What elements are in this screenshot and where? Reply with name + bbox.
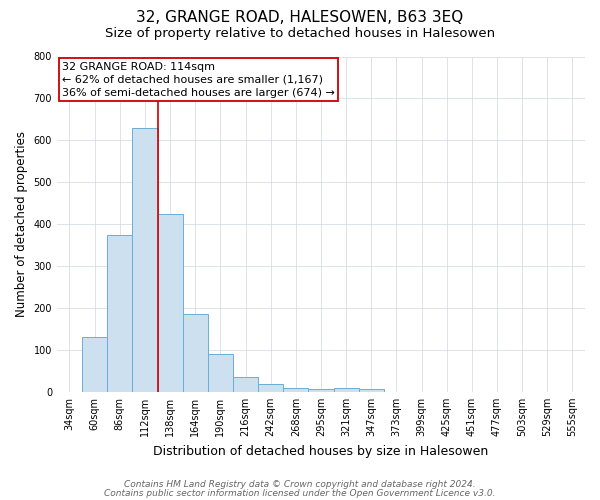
- Bar: [283, 388, 308, 392]
- Bar: [334, 388, 359, 392]
- Bar: [233, 377, 258, 392]
- Bar: [82, 338, 107, 392]
- Y-axis label: Number of detached properties: Number of detached properties: [15, 131, 28, 317]
- Bar: [258, 384, 283, 392]
- Bar: [182, 314, 208, 392]
- Bar: [107, 234, 133, 392]
- Text: 32 GRANGE ROAD: 114sqm
← 62% of detached houses are smaller (1,167)
36% of semi-: 32 GRANGE ROAD: 114sqm ← 62% of detached…: [62, 62, 335, 98]
- Bar: [208, 354, 233, 392]
- Bar: [359, 389, 384, 392]
- Text: 32, GRANGE ROAD, HALESOWEN, B63 3EQ: 32, GRANGE ROAD, HALESOWEN, B63 3EQ: [136, 10, 464, 25]
- Text: Contains public sector information licensed under the Open Government Licence v3: Contains public sector information licen…: [104, 488, 496, 498]
- Text: Size of property relative to detached houses in Halesowen: Size of property relative to detached ho…: [105, 28, 495, 40]
- Bar: [133, 128, 158, 392]
- Text: Contains HM Land Registry data © Crown copyright and database right 2024.: Contains HM Land Registry data © Crown c…: [124, 480, 476, 489]
- Bar: [158, 214, 182, 392]
- Bar: [308, 389, 334, 392]
- X-axis label: Distribution of detached houses by size in Halesowen: Distribution of detached houses by size …: [154, 444, 488, 458]
